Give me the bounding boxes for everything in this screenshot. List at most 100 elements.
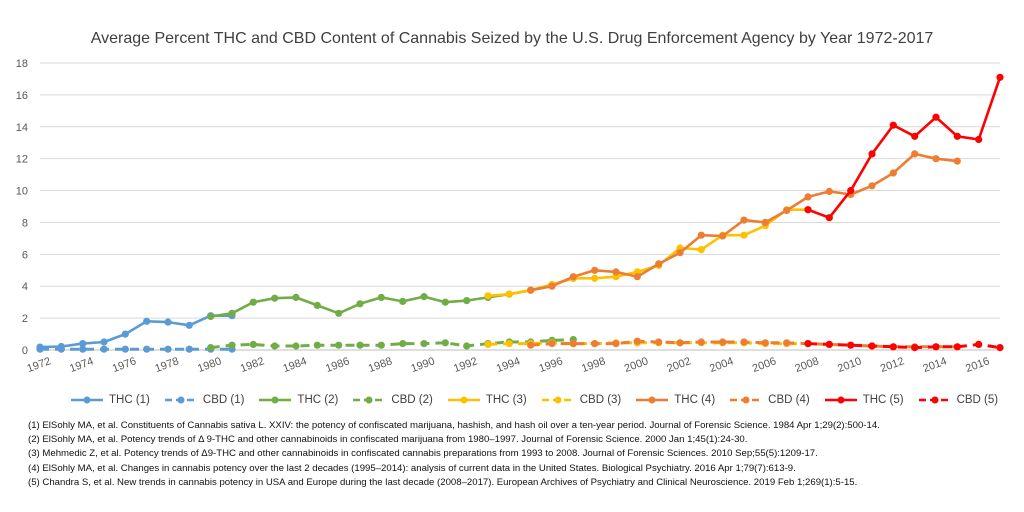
- x-tick-label: 1972: [25, 355, 52, 375]
- x-tick-label: 2008: [793, 355, 820, 375]
- data-point: [719, 338, 727, 346]
- data-point: [484, 340, 492, 348]
- data-point: [121, 330, 129, 338]
- data-point: [271, 342, 279, 350]
- data-point: [889, 121, 897, 129]
- reference-line: (2) ElSohly MA, et al. Potency trends of…: [28, 434, 748, 446]
- data-point: [441, 339, 449, 347]
- data-point: [548, 340, 556, 348]
- data-point: [633, 273, 641, 281]
- data-point: [249, 340, 257, 348]
- references: (1) ElSohly MA, et al. Constituents of C…: [28, 419, 1018, 490]
- data-point: [825, 340, 833, 348]
- data-point: [804, 206, 812, 214]
- data-point: [932, 155, 940, 163]
- data-point: [911, 150, 919, 158]
- x-tick-label: 1974: [68, 355, 95, 375]
- series-cbd-1: [36, 345, 236, 353]
- legend-label: CBD (4): [768, 394, 810, 406]
- x-tick-label: 2016: [964, 355, 991, 375]
- legend-swatch: [730, 396, 763, 404]
- x-tick-label: 1996: [537, 355, 564, 375]
- data-point: [868, 342, 876, 350]
- data-point: [399, 297, 407, 305]
- series-thc-2: [207, 274, 577, 321]
- legend-item: THC (5): [824, 394, 904, 406]
- data-point: [591, 274, 599, 282]
- reference-line: (5) Chandra S, et al. New trends in cann…: [28, 476, 858, 488]
- data-point: [249, 298, 257, 306]
- x-tick-label: 2010: [836, 355, 863, 375]
- data-point: [783, 339, 791, 347]
- data-point: [825, 214, 833, 222]
- series-thc-4: [527, 150, 961, 294]
- data-point: [335, 341, 343, 349]
- legend-swatch: [259, 396, 292, 404]
- legend-label: THC (1): [109, 394, 150, 406]
- x-tick-label: 1976: [111, 355, 138, 375]
- data-point: [953, 157, 961, 165]
- data-point: [996, 73, 1004, 81]
- data-point: [804, 340, 812, 348]
- data-point: [591, 340, 599, 348]
- data-point: [79, 340, 87, 348]
- data-point: [271, 294, 279, 302]
- data-point: [591, 266, 599, 274]
- data-point: [975, 340, 983, 348]
- data-point: [889, 169, 897, 177]
- x-tick-label: 1992: [452, 355, 479, 375]
- chart-title: Average Percent THC and CBD Content of C…: [90, 30, 934, 47]
- legend-label: CBD (3): [579, 394, 622, 406]
- data-point: [207, 312, 215, 321]
- series-thc-5: [804, 73, 1004, 222]
- legend-label: CBD (1): [202, 394, 245, 406]
- x-tick-label: 2002: [665, 355, 692, 375]
- x-tick-label: 2014: [921, 355, 948, 375]
- legend-label: THC (3): [485, 394, 527, 406]
- series-line: [39, 314, 232, 349]
- data-point: [975, 135, 983, 144]
- series-thc-3: [484, 206, 812, 300]
- legend-label: THC (5): [862, 394, 904, 406]
- data-point: [420, 293, 428, 301]
- data-point: [505, 340, 513, 348]
- x-tick-label: 1994: [495, 355, 522, 375]
- data-point: [313, 301, 321, 309]
- x-tick-label: 1978: [153, 355, 180, 375]
- legend-swatch: [447, 396, 480, 404]
- x-tick-label: 1990: [409, 355, 436, 375]
- data-point: [761, 339, 769, 347]
- legend-item: CBD (5): [918, 394, 998, 406]
- series-line: [807, 76, 1002, 219]
- y-tick-label: 14: [16, 122, 28, 134]
- data-point: [612, 268, 620, 276]
- data-point: [377, 341, 385, 349]
- data-point: [932, 113, 940, 121]
- data-point: [121, 345, 129, 353]
- legend-swatch: [636, 396, 669, 404]
- data-point: [697, 246, 705, 254]
- data-point: [463, 297, 471, 305]
- data-point: [356, 300, 364, 308]
- data-point: [100, 338, 108, 346]
- data-point: [655, 260, 663, 268]
- legend-swatch: [353, 396, 386, 404]
- data-point: [911, 132, 919, 140]
- x-tick-label: 1984: [281, 355, 308, 375]
- legend-swatch: [164, 396, 197, 404]
- data-point: [484, 292, 492, 300]
- reference-line: (4) ElSohly MA, et al. Changes in cannab…: [28, 462, 796, 474]
- data-point: [911, 344, 919, 352]
- series-cbd-5: [804, 340, 1004, 352]
- legend-item: CBD (4): [729, 394, 810, 406]
- data-point: [292, 342, 300, 350]
- data-point: [697, 338, 705, 346]
- data-point: [676, 249, 684, 257]
- y-tick-label: 2: [22, 313, 28, 325]
- data-point: [57, 345, 65, 353]
- data-point: [655, 338, 663, 346]
- legend-item: THC (3): [447, 394, 527, 406]
- data-point: [868, 182, 876, 190]
- x-tick-label: 2006: [751, 355, 778, 375]
- legend-label: THC (2): [297, 394, 339, 406]
